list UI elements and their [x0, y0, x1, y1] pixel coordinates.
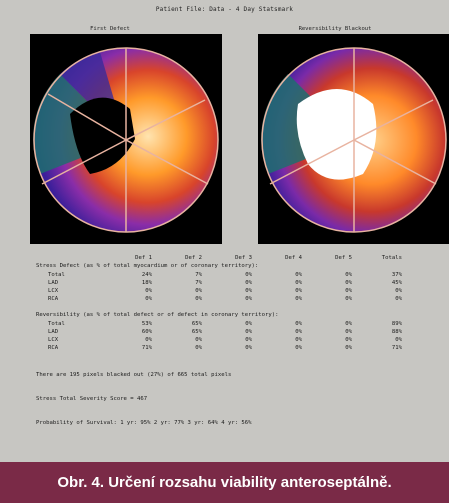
severity-score: Stress Total Severity Score = 467 [36, 396, 148, 402]
right-panel-label: Reversibility Blackout [298, 26, 372, 32]
col-header: Totals [381, 255, 402, 261]
table-cell: 0% [195, 296, 202, 302]
row-label: RCA [48, 345, 59, 351]
table-cell: 0% [245, 321, 252, 327]
table-row: RCA 0% 0% 0% 0% 0% 0% [36, 296, 446, 304]
table-row: LCX 0% 0% 0% 0% 0% 0% [36, 337, 446, 345]
table-cell: 0% [295, 272, 302, 278]
table-cell: 7% [195, 280, 202, 286]
table-cell: 0% [245, 280, 252, 286]
table-cell: 45% [391, 280, 402, 286]
table-cell: 0% [345, 345, 352, 351]
row-label: RCA [48, 296, 59, 302]
table-row: Total 53% 65% 0% 0% 0% 89% [36, 321, 446, 329]
table-cell: 0% [345, 296, 352, 302]
bullseye-figure: Patient File: Data - 4 Day Statsmark Fir… [30, 6, 449, 426]
left-panel-label: First Defect [90, 26, 130, 32]
row-label: LAD [48, 329, 59, 335]
col-header: Def 2 [185, 255, 202, 261]
table-cell: 65% [191, 321, 202, 327]
table-cell: 0% [145, 337, 152, 343]
table-cell: 0% [345, 321, 352, 327]
table-cell: 0% [245, 329, 252, 335]
table-cell: 24% [141, 272, 152, 278]
table-cell: 0% [395, 296, 402, 302]
table-cell: 0% [345, 329, 352, 335]
table-cell: 65% [191, 329, 202, 335]
table-cell: 0% [395, 337, 402, 343]
table-cell: 0% [295, 337, 302, 343]
col-header: Def 1 [135, 255, 152, 261]
table-cell: 0% [245, 288, 252, 294]
table-cell: 89% [391, 321, 402, 327]
table-cell: 0% [245, 272, 252, 278]
table-header-row: Def 1 Def 2 Def 3 Def 4 Def 5 Totals [36, 255, 446, 263]
table-row: LAD 60% 65% 0% 0% 0% 88% [36, 329, 446, 337]
row-label: LCX [48, 288, 59, 294]
col-header: Def 3 [235, 255, 252, 261]
table-cell: 88% [391, 329, 402, 335]
col-header: Def 5 [335, 255, 352, 261]
table-cell: 0% [345, 337, 352, 343]
table-cell: 60% [141, 329, 152, 335]
table-cell: 0% [295, 288, 302, 294]
figure-title: Patient File: Data - 4 Day Statsmark [155, 6, 294, 13]
table-cell: 7% [195, 272, 202, 278]
quantification-table: Def 1 Def 2 Def 3 Def 4 Def 5 Totals Str… [36, 255, 446, 406]
table-row: LCX 0% 0% 0% 0% 0% 0% [36, 288, 446, 296]
reversibility-polar-map [258, 34, 449, 244]
table-row: Total 24% 7% 0% 0% 0% 37% [36, 272, 446, 280]
blackout-note: There are 195 pixels blacked out (27%) o… [36, 372, 232, 378]
table-cell: 0% [295, 329, 302, 335]
reversible-region [296, 89, 377, 180]
table-cell: 0% [295, 296, 302, 302]
table-cell: 0% [345, 288, 352, 294]
table-cell: 0% [345, 272, 352, 278]
table-cell: 0% [195, 337, 202, 343]
row-label: LCX [48, 337, 59, 343]
stress-polar-map [30, 34, 222, 244]
table-row: LAD 18% 7% 0% 0% 0% 45% [36, 280, 446, 288]
table-cell: 0% [295, 345, 302, 351]
table-cell: 0% [145, 296, 152, 302]
table-cell: 53% [141, 321, 152, 327]
col-header: Def 4 [285, 255, 302, 261]
table-row: RCA 71% 0% 0% 0% 0% 71% [36, 345, 446, 353]
table-cell: 0% [245, 337, 252, 343]
row-label: LAD [48, 280, 59, 286]
table-cell: 0% [395, 288, 402, 294]
table-cell: 37% [391, 272, 402, 278]
figure-caption: Obr. 4. Určení rozsahu viability anteros… [57, 474, 392, 491]
caption-bar: Obr. 4. Určení rozsahu viability anteros… [0, 462, 449, 503]
table-cell: 0% [195, 288, 202, 294]
table-cell: 0% [245, 345, 252, 351]
section2-title: Reversibility (as % of total defect or o… [36, 312, 279, 318]
table-cell: 0% [345, 280, 352, 286]
table-cell: 0% [145, 288, 152, 294]
table-cell: 71% [391, 345, 402, 351]
table-cell: 0% [295, 321, 302, 327]
row-label: Total [48, 272, 65, 278]
table-cell: 18% [141, 280, 152, 286]
table-cell: 0% [295, 280, 302, 286]
table-cell: 71% [141, 345, 152, 351]
survival-probability: Probability of Survival: 1 yr: 95% 2 yr:… [36, 420, 252, 426]
row-label: Total [48, 321, 65, 327]
table-cell: 0% [195, 345, 202, 351]
section1-title: Stress Defect (as % of total myocardium … [36, 263, 259, 269]
table-cell: 0% [245, 296, 252, 302]
